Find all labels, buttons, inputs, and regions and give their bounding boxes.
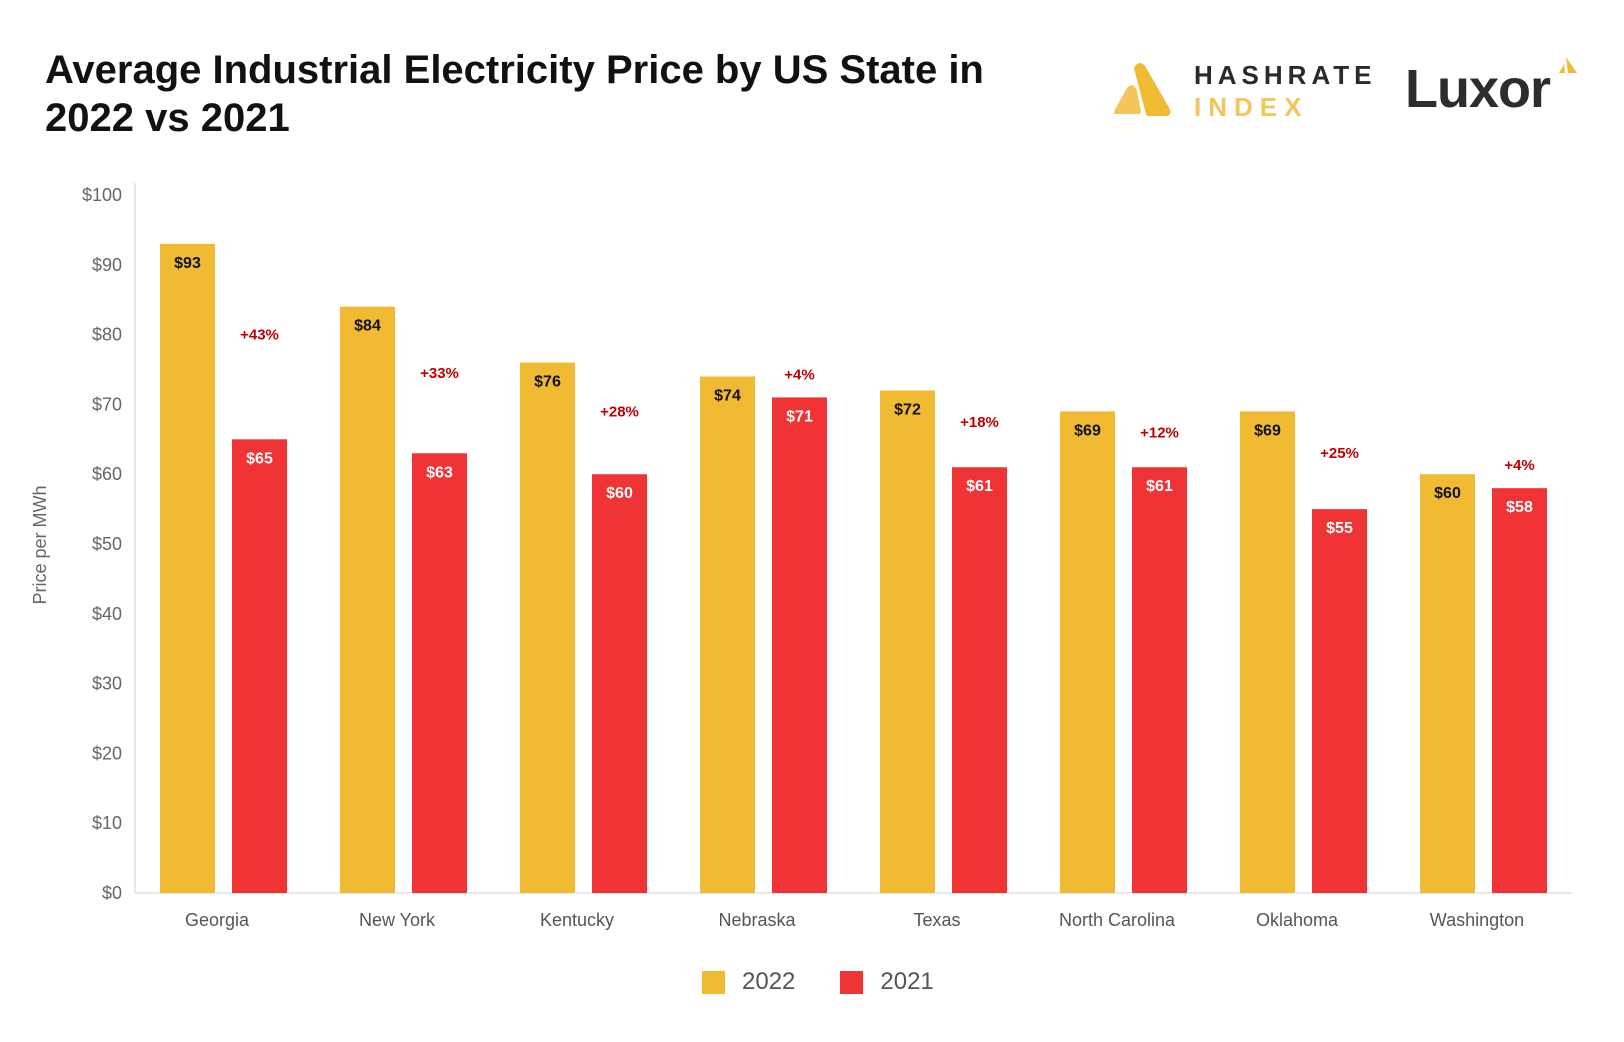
x-tick-label: North Carolina (1059, 910, 1176, 930)
bar-2021 (1312, 509, 1367, 893)
x-tick-label: Kentucky (540, 910, 614, 930)
y-tick-label: $50 (92, 534, 122, 554)
percent-change-label: +12% (1140, 424, 1179, 441)
data-label-2021: $63 (426, 464, 453, 481)
bar-2021 (1132, 467, 1187, 893)
bar-2021 (232, 439, 287, 893)
y-tick-label: $40 (92, 604, 122, 624)
hashrate-logo-icon (1114, 63, 1171, 116)
data-label-2022: $72 (894, 401, 921, 418)
data-label-2022: $74 (714, 387, 741, 404)
x-tick-label: Nebraska (718, 910, 796, 930)
bar-2022 (160, 243, 215, 894)
bar-2021 (952, 467, 1007, 893)
data-label-2022: $93 (174, 255, 201, 272)
hashrate-logo-text: HASHRATE (1194, 60, 1377, 90)
data-label-2021: $61 (1146, 478, 1173, 495)
data-label-2022: $69 (1254, 422, 1281, 439)
bar-2021 (1492, 488, 1547, 893)
legend-swatch-2021 (840, 970, 864, 994)
data-label-2021: $61 (966, 478, 993, 495)
x-tick-label: New York (359, 910, 436, 930)
data-label-2022: $84 (354, 318, 381, 335)
x-tick-label: Washington (1430, 910, 1524, 930)
y-axis-label: Price per MWh (30, 485, 50, 604)
y-tick-label: $60 (92, 464, 122, 484)
data-label-2021: $58 (1506, 499, 1533, 516)
x-tick-label: Oklahoma (1256, 910, 1339, 930)
legend-label-2021: 2021 (880, 968, 934, 995)
bar-2022 (1420, 474, 1475, 893)
percent-change-label: +28% (600, 403, 639, 420)
chart-title: Average Industrial Electricity Price by … (45, 48, 984, 140)
y-tick-label: $100 (82, 185, 122, 205)
percent-change-label: +4% (1504, 457, 1534, 474)
y-tick-label: $10 (92, 813, 122, 833)
luxor-logo: Luxor (1405, 57, 1577, 120)
y-tick-label: $20 (92, 743, 122, 763)
legend-label-2022: 2022 (742, 968, 796, 995)
legend-swatch-2022 (702, 970, 725, 994)
luxor-logo-icon (1559, 57, 1577, 73)
data-label-2021: $71 (786, 408, 813, 425)
data-label-2021: $60 (606, 485, 633, 502)
percent-change-label: +4% (784, 366, 814, 383)
legend-item-2021[interactable]: 2021 (840, 968, 934, 996)
x-tick-label: Texas (913, 910, 960, 930)
bar-2022 (1240, 411, 1295, 893)
index-logo-text: INDEX (1194, 92, 1309, 122)
hashrate-index-logo: HASHRATE INDEX (1112, 60, 1372, 122)
data-label-2022: $69 (1074, 422, 1101, 439)
data-label-2021: $55 (1326, 520, 1353, 537)
bar-2022 (1060, 411, 1115, 893)
luxor-logo-text: Luxor (1405, 59, 1551, 119)
y-tick-label: $70 (92, 394, 122, 414)
bar-2021 (592, 474, 647, 893)
percent-change-label: +18% (960, 414, 999, 431)
legend: 2022 2021 (702, 968, 979, 996)
bar-2022 (880, 390, 935, 893)
percent-change-label: +43% (240, 327, 279, 344)
data-label-2021: $65 (246, 450, 273, 467)
bar-2022 (700, 376, 755, 894)
bar-2022 (520, 362, 575, 893)
x-tick-label: Georgia (185, 910, 250, 930)
y-tick-label: $80 (92, 325, 122, 345)
bar-2021 (772, 397, 827, 893)
percent-change-label: +33% (420, 365, 459, 382)
y-tick-label: $90 (92, 255, 122, 275)
y-tick-label: $30 (92, 674, 122, 694)
bar-2021 (412, 453, 467, 893)
data-label-2022: $60 (1434, 485, 1461, 502)
bar-2022 (340, 306, 395, 893)
data-label-2022: $76 (534, 374, 561, 391)
percent-change-label: +25% (1320, 445, 1359, 462)
y-tick-label: $0 (102, 883, 122, 903)
legend-item-2022[interactable]: 2022 (702, 968, 795, 996)
